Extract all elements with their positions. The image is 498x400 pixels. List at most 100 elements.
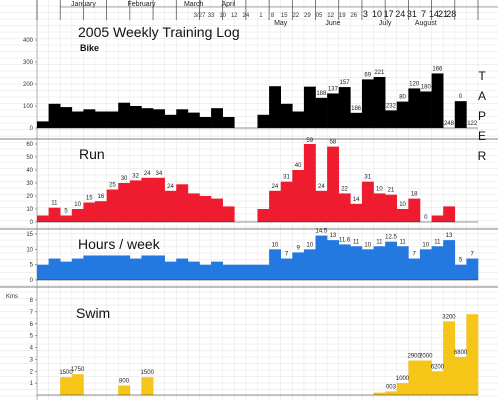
week-date-label: 26 bbox=[350, 13, 357, 19]
bar bbox=[466, 314, 479, 395]
bar bbox=[280, 258, 293, 280]
data-label: 11 bbox=[51, 201, 58, 207]
bar bbox=[187, 193, 200, 222]
week-date-label: 10 bbox=[372, 9, 382, 19]
bar bbox=[443, 240, 456, 280]
bar bbox=[350, 112, 363, 128]
bar bbox=[37, 264, 49, 280]
bar bbox=[71, 374, 84, 395]
bar bbox=[176, 109, 189, 128]
y-tick-label: 5 bbox=[30, 263, 34, 269]
bar bbox=[327, 240, 340, 280]
bar bbox=[199, 264, 212, 280]
bar bbox=[83, 109, 96, 128]
data-label: 24 bbox=[318, 184, 325, 190]
data-label: 6800 bbox=[454, 350, 468, 356]
data-label: 1000 bbox=[396, 376, 410, 382]
data-label: 10 bbox=[272, 242, 279, 248]
data-label: 80 bbox=[399, 95, 406, 101]
data-label: 10 bbox=[74, 202, 81, 208]
bar bbox=[106, 189, 119, 222]
bar bbox=[199, 117, 212, 128]
data-label: 14.5 bbox=[315, 229, 327, 235]
week-date-label: 14 bbox=[429, 9, 439, 19]
bar bbox=[129, 106, 142, 128]
bar bbox=[245, 264, 258, 280]
bar bbox=[141, 377, 154, 395]
data-label: 5 bbox=[459, 258, 463, 264]
data-label: 32 bbox=[132, 173, 139, 179]
data-label: 248 bbox=[444, 121, 455, 127]
bar bbox=[396, 101, 409, 128]
bar bbox=[187, 261, 200, 280]
data-label: 186 bbox=[351, 106, 362, 112]
bar bbox=[118, 183, 131, 222]
bar bbox=[303, 86, 316, 128]
bar bbox=[280, 103, 293, 128]
bar bbox=[141, 108, 154, 128]
bar bbox=[315, 190, 328, 222]
y-tick-label: 6 bbox=[30, 322, 34, 328]
data-label: 14 bbox=[353, 197, 360, 203]
data-label: 7 bbox=[412, 252, 416, 258]
y-tick-label: 0 bbox=[30, 278, 34, 284]
bar bbox=[315, 97, 328, 128]
week-date-label: 12 bbox=[231, 13, 238, 19]
bar bbox=[373, 246, 386, 280]
bar bbox=[60, 215, 73, 222]
bar bbox=[292, 252, 305, 280]
bar bbox=[199, 196, 212, 222]
data-label: 11 bbox=[353, 239, 360, 245]
data-label: 40 bbox=[295, 163, 302, 169]
bar bbox=[222, 206, 235, 222]
data-label: 12.5 bbox=[385, 235, 397, 241]
data-label: 10 bbox=[364, 242, 371, 248]
month-label: May bbox=[274, 20, 288, 27]
bar bbox=[257, 209, 270, 222]
taper-letter: A bbox=[478, 89, 486, 103]
data-label: 11 bbox=[399, 239, 406, 245]
month-label: February bbox=[127, 1, 156, 8]
y-tick-label: 20 bbox=[26, 194, 33, 200]
week-date-label: 8 bbox=[271, 13, 275, 19]
bar bbox=[466, 258, 479, 280]
data-label: 10 bbox=[399, 202, 406, 208]
bar bbox=[408, 360, 421, 395]
bar bbox=[419, 91, 432, 128]
data-label: 24 bbox=[167, 184, 174, 190]
data-label: 800 bbox=[119, 379, 130, 385]
y-tick-label: 2 bbox=[30, 369, 34, 375]
data-label: 11.6 bbox=[339, 237, 351, 243]
bar bbox=[118, 255, 131, 280]
month-label: April bbox=[221, 1, 235, 8]
bar bbox=[303, 249, 316, 280]
y-tick-label: 1 bbox=[30, 381, 34, 387]
y-tick-label: 50 bbox=[26, 155, 33, 161]
bar bbox=[222, 117, 235, 128]
week-date-label: 3 bbox=[363, 9, 368, 19]
bar bbox=[222, 264, 235, 280]
week-date-label: 17 bbox=[384, 9, 394, 19]
bar bbox=[60, 377, 73, 395]
y-tick-label: 60 bbox=[26, 142, 33, 148]
y-tick-label: 400 bbox=[23, 38, 34, 44]
bar bbox=[454, 357, 467, 395]
data-label: 7 bbox=[471, 252, 475, 258]
bar bbox=[257, 114, 270, 128]
bar bbox=[48, 258, 61, 280]
bar bbox=[327, 93, 340, 128]
y-tick-label: 3 bbox=[30, 357, 34, 363]
bar bbox=[373, 193, 386, 222]
bar bbox=[385, 194, 398, 222]
bar bbox=[338, 87, 351, 128]
bar bbox=[373, 76, 386, 128]
bar bbox=[71, 209, 84, 222]
y-tick-label: 40 bbox=[26, 168, 33, 174]
bar bbox=[361, 79, 374, 128]
bar bbox=[60, 107, 73, 128]
bar bbox=[396, 209, 409, 222]
bar bbox=[431, 73, 444, 128]
data-label: 15 bbox=[86, 196, 93, 202]
